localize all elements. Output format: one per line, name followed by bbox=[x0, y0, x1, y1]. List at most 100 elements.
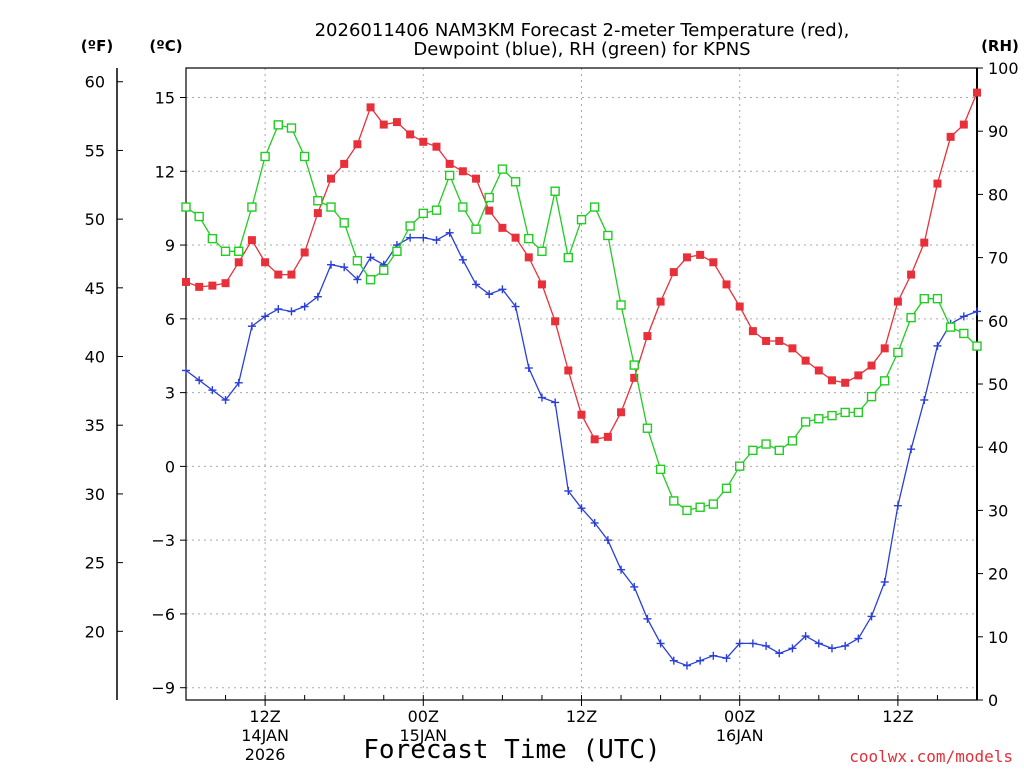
dewpoint-point bbox=[564, 486, 573, 495]
temperature-point bbox=[432, 142, 441, 151]
rh-point bbox=[339, 218, 349, 228]
rh-point bbox=[880, 376, 890, 386]
temperature-point bbox=[617, 408, 626, 417]
temperature-point bbox=[748, 327, 757, 336]
dewpoint-point bbox=[458, 255, 467, 264]
rh-point bbox=[629, 360, 639, 370]
temperature-point bbox=[485, 206, 494, 215]
temperature-point bbox=[656, 297, 665, 306]
rh-point bbox=[682, 505, 692, 516]
temperature-point bbox=[880, 344, 889, 353]
dewpoint-point bbox=[867, 612, 876, 621]
rh-tick-label: 30 bbox=[988, 501, 1008, 520]
rh-point bbox=[299, 151, 310, 162]
dewpoint-point bbox=[617, 565, 626, 574]
rh-point bbox=[352, 256, 363, 266]
temperature-point bbox=[814, 366, 823, 375]
rh-point bbox=[444, 170, 455, 181]
dewpoint-point bbox=[656, 639, 665, 648]
temperature-point bbox=[353, 140, 362, 149]
dewpoint-point bbox=[445, 228, 454, 237]
dewpoint-point bbox=[406, 233, 415, 242]
rh-point bbox=[563, 252, 574, 263]
dewpoint-point bbox=[524, 364, 533, 373]
temperature-point bbox=[208, 281, 217, 290]
rh-point bbox=[853, 407, 864, 418]
temperature-point bbox=[590, 435, 599, 444]
celsius-tick-label: 6 bbox=[165, 310, 175, 329]
temperature-point bbox=[920, 238, 929, 247]
temperature-point bbox=[261, 258, 270, 267]
rh-point bbox=[932, 293, 943, 304]
dewpoint-point bbox=[419, 233, 428, 242]
rh-point bbox=[827, 410, 837, 421]
rh-point bbox=[603, 230, 613, 241]
rh-point bbox=[234, 246, 244, 256]
rh-point bbox=[379, 265, 389, 275]
data-series bbox=[181, 88, 982, 670]
dewpoint-point bbox=[907, 445, 916, 454]
dewpoint-point bbox=[775, 649, 784, 658]
grid-lines bbox=[186, 68, 977, 700]
rh-point bbox=[313, 196, 323, 206]
dewpoint-point bbox=[696, 656, 705, 665]
rh-point bbox=[945, 322, 956, 332]
temperature-point bbox=[327, 174, 336, 183]
dewpoint-point bbox=[748, 639, 757, 648]
dewpoint-point bbox=[182, 366, 190, 375]
celsius-tick-label: −3 bbox=[151, 531, 175, 550]
celsius-tick-label: 3 bbox=[165, 384, 175, 403]
rh-point bbox=[286, 123, 297, 133]
fahrenheit-tick-label: 20 bbox=[85, 622, 105, 641]
dewpoint-point bbox=[432, 236, 441, 245]
temperature-point bbox=[551, 317, 560, 326]
dewpoint-point bbox=[880, 577, 889, 586]
rh-point bbox=[431, 205, 442, 215]
dewpoint-point bbox=[854, 634, 863, 643]
rh-point bbox=[510, 177, 521, 187]
rh-point bbox=[576, 214, 587, 225]
rh-point bbox=[194, 211, 204, 222]
temperature-point bbox=[788, 344, 797, 353]
temperature-point bbox=[709, 258, 718, 267]
celsius-tick-label: 15 bbox=[155, 89, 175, 108]
dewpoint-point bbox=[577, 504, 586, 513]
x-tick-label: 12Z bbox=[882, 707, 913, 726]
temperature-point bbox=[735, 302, 744, 311]
temperature-point bbox=[445, 159, 454, 168]
dewpoint-point bbox=[920, 395, 929, 404]
dewpoint-point bbox=[893, 501, 902, 510]
fahrenheit-tick-label: 40 bbox=[85, 348, 105, 367]
temperature-point bbox=[696, 250, 705, 259]
temperature-point bbox=[775, 336, 784, 345]
temperature-point bbox=[498, 223, 507, 232]
temperature-point bbox=[458, 167, 467, 176]
temperature-point bbox=[287, 270, 296, 279]
rh-point bbox=[471, 224, 481, 234]
temperature-point bbox=[366, 103, 375, 112]
chart-title-line1: 2026011406 NAM3KM Forecast 2-meter Tempe… bbox=[315, 20, 850, 41]
fahrenheit-tick-label: 45 bbox=[85, 279, 105, 298]
rh-point bbox=[748, 445, 758, 456]
dewpoint-point bbox=[537, 393, 546, 402]
dewpoint-point bbox=[208, 386, 217, 395]
temperature-point bbox=[537, 280, 546, 289]
rh-point bbox=[365, 275, 376, 285]
x-tick-label: 12Z bbox=[566, 707, 597, 726]
dewpoint-point bbox=[814, 639, 823, 648]
rh-point bbox=[181, 202, 191, 212]
temperature-point bbox=[946, 132, 955, 141]
temperature-point bbox=[841, 378, 850, 387]
rh-point bbox=[260, 151, 270, 162]
rh-point bbox=[840, 407, 850, 418]
x-tick-label: 12Z bbox=[249, 707, 280, 726]
dewpoint-point bbox=[551, 398, 560, 407]
temperature-point bbox=[893, 297, 902, 306]
rh-point bbox=[616, 300, 626, 310]
celsius-tick-label: −6 bbox=[151, 605, 175, 624]
rh-point bbox=[524, 233, 534, 244]
temperature-point bbox=[827, 376, 836, 385]
dewpoint-point bbox=[735, 639, 744, 648]
plot-frame bbox=[185, 67, 978, 701]
rh-point bbox=[906, 312, 916, 323]
